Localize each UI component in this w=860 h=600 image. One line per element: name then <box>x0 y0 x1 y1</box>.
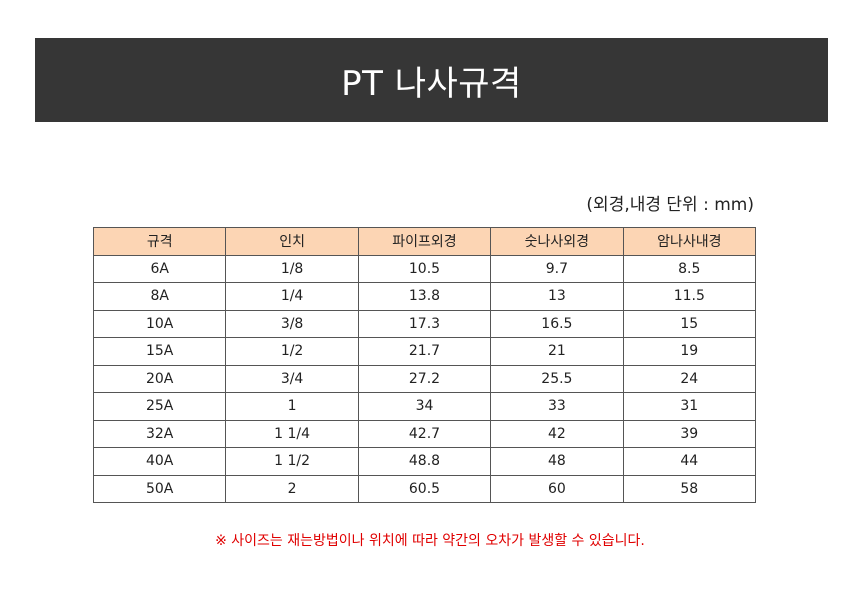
cell-female-thread-id: 58 <box>622 474 757 503</box>
header-pipe-od: 파이프외경 <box>357 227 492 256</box>
cell-spec: 20A <box>92 364 227 393</box>
table-row: 25A 1 34 33 31 <box>92 392 757 421</box>
cell-inch: 1/8 <box>225 254 359 283</box>
cell-pipe-od: 60.5 <box>357 474 492 503</box>
cell-female-thread-id: 15 <box>622 309 757 338</box>
cell-male-thread-od: 48 <box>490 447 624 476</box>
header-male-thread-od: 숫나사외경 <box>490 227 624 256</box>
cell-spec: 10A <box>92 309 227 338</box>
title-banner: PT 나사규격 <box>35 38 828 122</box>
cell-female-thread-id: 39 <box>622 419 757 448</box>
cell-male-thread-od: 25.5 <box>490 364 624 393</box>
cell-spec: 32A <box>92 419 227 448</box>
cell-inch: 3/8 <box>225 309 359 338</box>
cell-female-thread-id: 31 <box>622 392 757 421</box>
cell-spec: 50A <box>92 474 227 503</box>
cell-female-thread-id: 11.5 <box>622 282 757 311</box>
cell-pipe-od: 10.5 <box>357 254 492 283</box>
header-female-thread-id: 암나사내경 <box>622 227 757 256</box>
table-row: 40A 1 1/2 48.8 48 44 <box>92 447 757 476</box>
cell-inch: 1/2 <box>225 337 359 366</box>
cell-male-thread-od: 13 <box>490 282 624 311</box>
cell-male-thread-od: 9.7 <box>490 254 624 283</box>
cell-male-thread-od: 42 <box>490 419 624 448</box>
cell-pipe-od: 34 <box>357 392 492 421</box>
table-body: 6A 1/8 10.5 9.7 8.5 8A 1/4 13.8 13 11.5 10A 3/8 17.3… <box>92 254 757 503</box>
cell-female-thread-id: 19 <box>622 337 757 366</box>
cell-inch: 1 1/4 <box>225 419 359 448</box>
table-row: 50A 2 60.5 60 58 <box>92 474 757 503</box>
cell-pipe-od: 21.7 <box>357 337 492 366</box>
cell-pipe-od: 48.8 <box>357 447 492 476</box>
unit-note: (외경,내경 단위 : mm) <box>586 195 754 215</box>
cell-pipe-od: 13.8 <box>357 282 492 311</box>
table-row: 15A 1/2 21.7 21 19 <box>92 337 757 366</box>
cell-spec: 8A <box>92 282 227 311</box>
page-title: PT 나사규격 <box>341 63 522 104</box>
footnote: ※ 사이즈는 재는방법이나 위치에 따라 약간의 오차가 발생할 수 있습니다. <box>215 533 645 549</box>
header-spec: 규격 <box>92 227 227 256</box>
table-row: 8A 1/4 13.8 13 11.5 <box>92 282 757 311</box>
table-row: 6A 1/8 10.5 9.7 8.5 <box>92 254 757 283</box>
cell-female-thread-id: 44 <box>622 447 757 476</box>
cell-spec: 15A <box>92 337 227 366</box>
cell-male-thread-od: 60 <box>490 474 624 503</box>
table-row: 10A 3/8 17.3 16.5 15 <box>92 309 757 338</box>
cell-male-thread-od: 21 <box>490 337 624 366</box>
cell-spec: 40A <box>92 447 227 476</box>
cell-pipe-od: 42.7 <box>357 419 492 448</box>
cell-male-thread-od: 16.5 <box>490 309 624 338</box>
cell-inch: 1 1/2 <box>225 447 359 476</box>
cell-female-thread-id: 24 <box>622 364 757 393</box>
cell-spec: 25A <box>92 392 227 421</box>
cell-male-thread-od: 33 <box>490 392 624 421</box>
table-row: 32A 1 1/4 42.7 42 39 <box>92 419 757 448</box>
cell-inch: 2 <box>225 474 359 503</box>
header-inch: 인치 <box>225 227 359 256</box>
thread-spec-table: 규격 인치 파이프외경 숫나사외경 암나사내경 6A 1/8 10.5 9.7 8.5 8… <box>92 227 757 503</box>
cell-inch: 1 <box>225 392 359 421</box>
cell-female-thread-id: 8.5 <box>622 254 757 283</box>
cell-inch: 1/4 <box>225 282 359 311</box>
cell-pipe-od: 17.3 <box>357 309 492 338</box>
cell-pipe-od: 27.2 <box>357 364 492 393</box>
table-header-row: 규격 인치 파이프외경 숫나사외경 암나사내경 <box>92 227 757 256</box>
table-row: 20A 3/4 27.2 25.5 24 <box>92 364 757 393</box>
cell-inch: 3/4 <box>225 364 359 393</box>
cell-spec: 6A <box>92 254 227 283</box>
